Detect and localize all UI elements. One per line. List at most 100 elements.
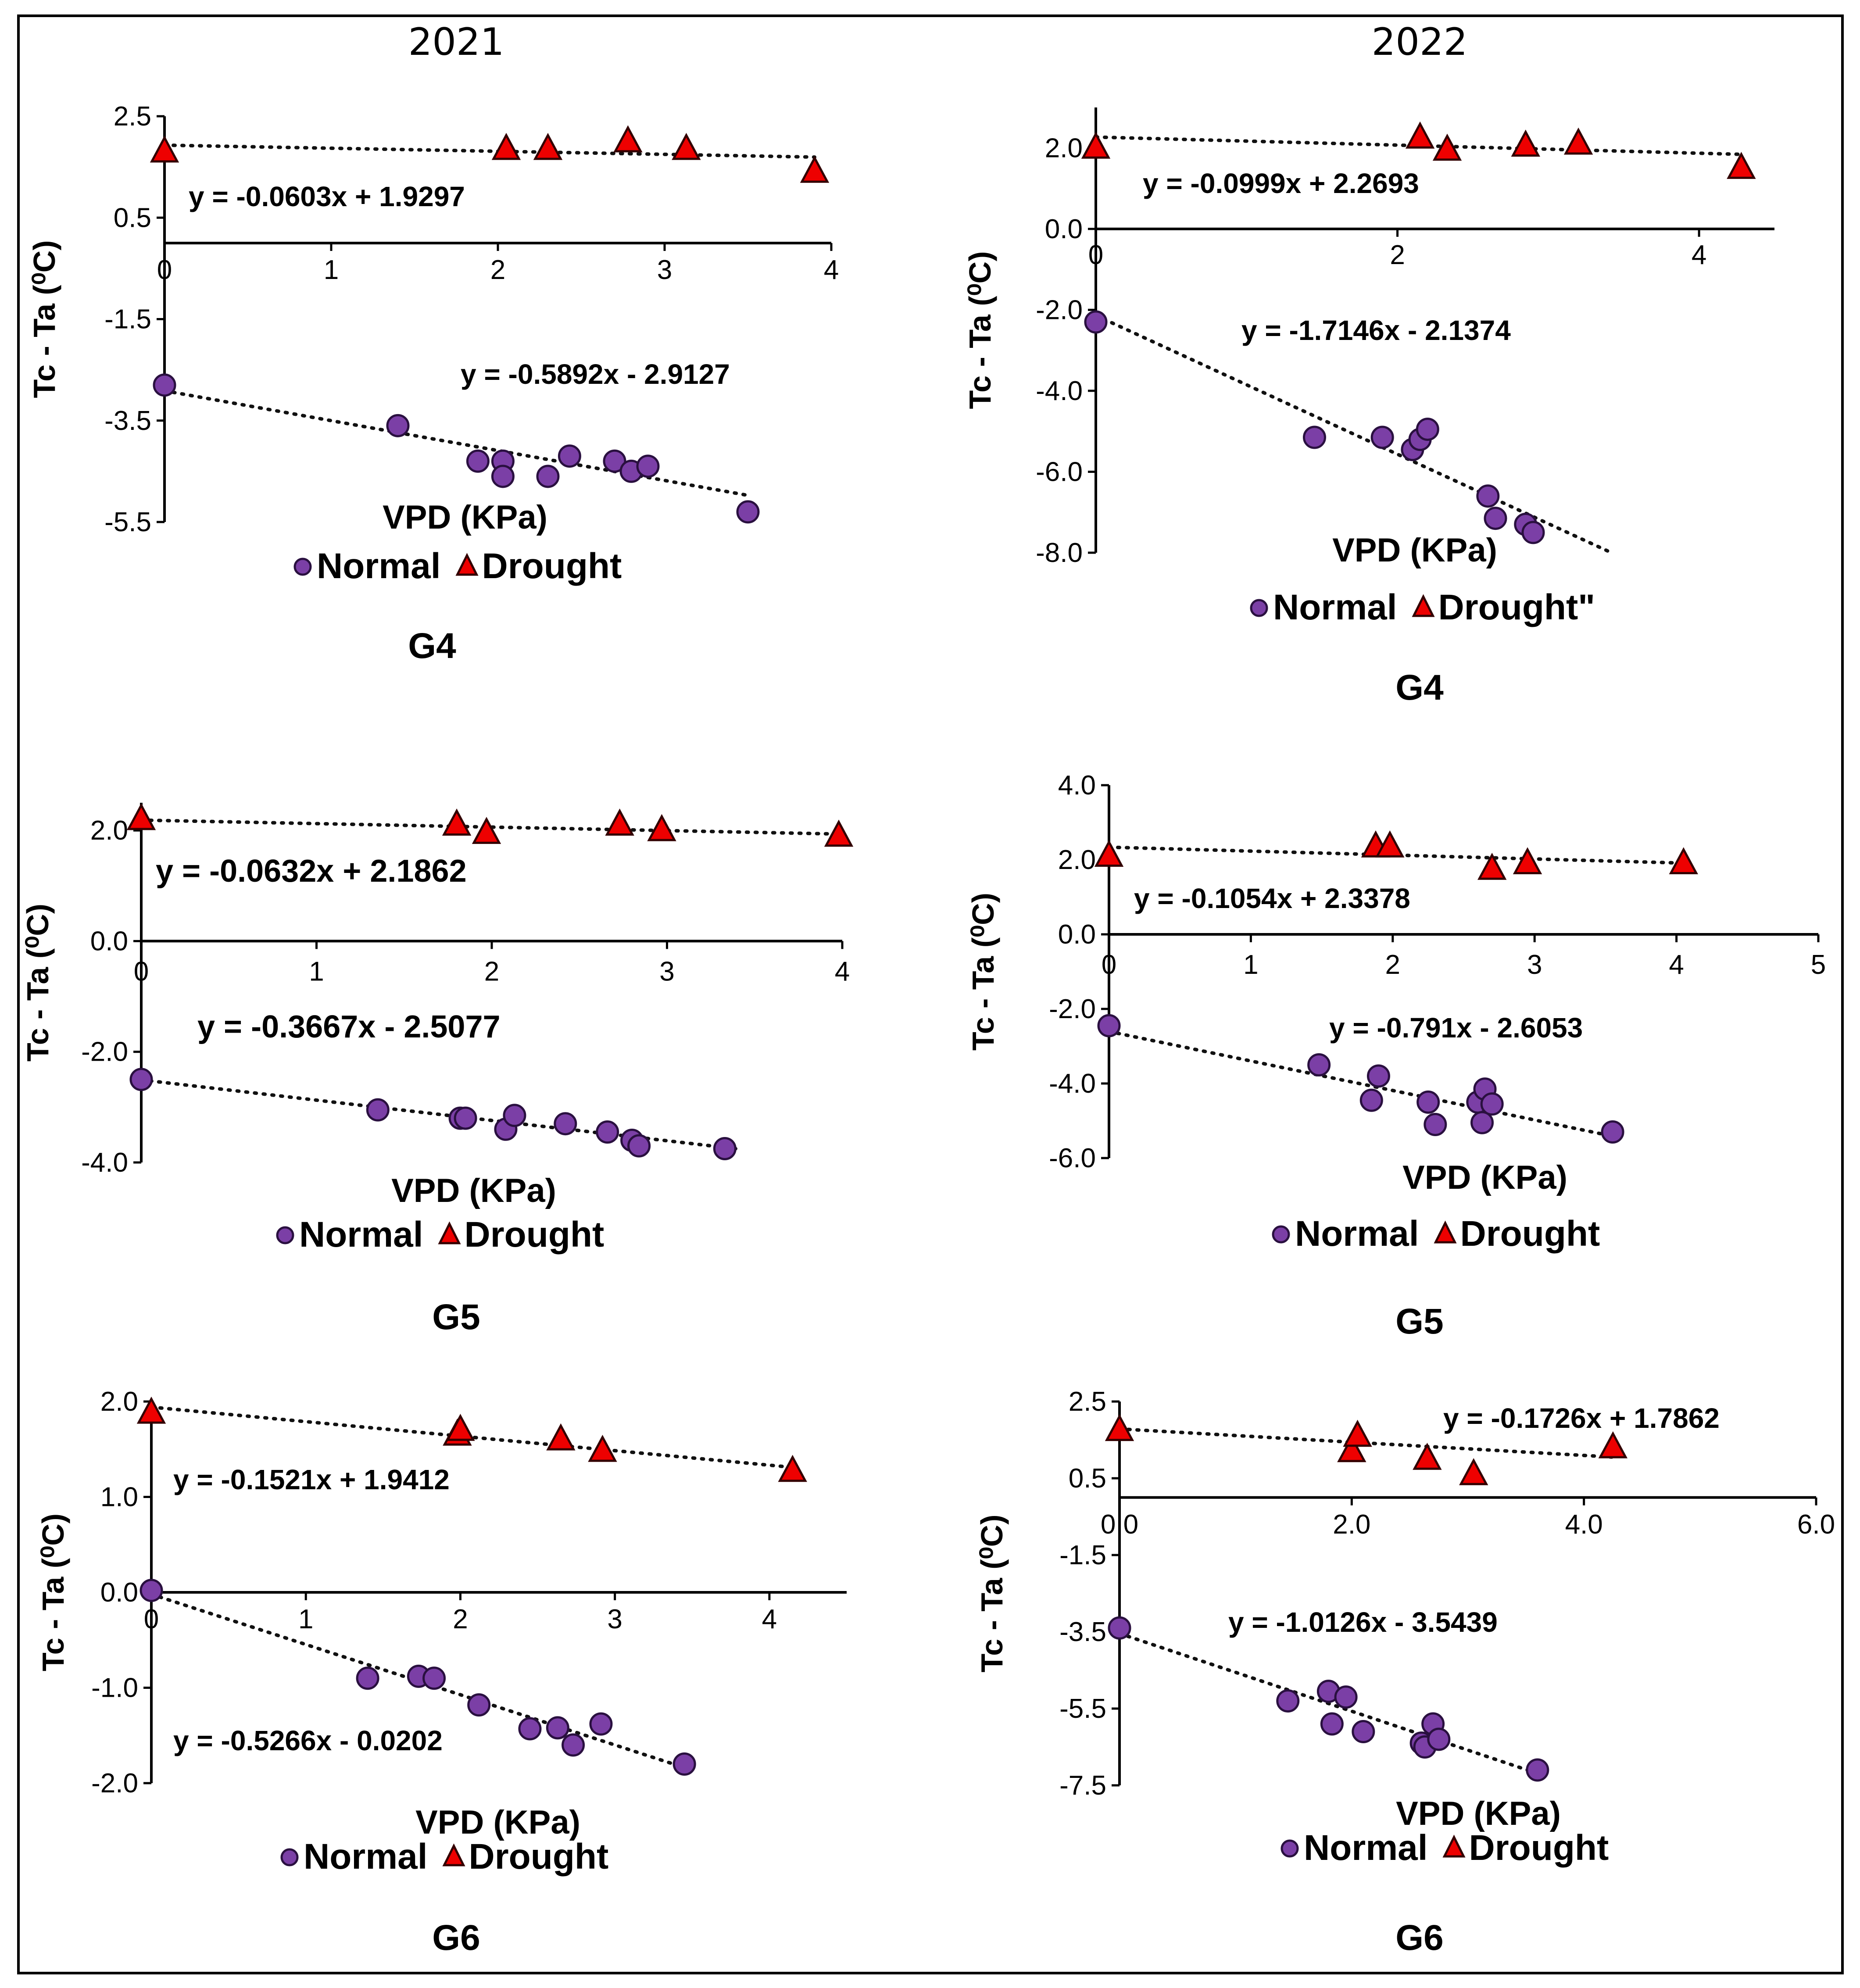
- x-tick-label: 2: [1390, 240, 1405, 270]
- x-tick-label: 6.0: [1797, 1509, 1835, 1540]
- x-tick-label: 4: [1692, 240, 1706, 270]
- point-normal: [1476, 484, 1500, 508]
- x-tick-label: 5: [1811, 950, 1826, 980]
- y-tick-label: 4.0: [1058, 770, 1096, 801]
- point-drought: [1413, 1442, 1442, 1470]
- point-drought: [647, 814, 676, 841]
- y-axis-label: Tc - Ta (⁰C): [21, 904, 55, 1062]
- point-drought: [446, 1413, 475, 1441]
- point-drought: [1432, 133, 1462, 161]
- y-axis-label: Tc - Ta (⁰C): [27, 240, 61, 398]
- x-axis-label: VPD (KPa): [1402, 1159, 1567, 1196]
- point-normal: [1359, 1088, 1383, 1112]
- y-tick-label: -6.0: [1049, 1143, 1096, 1173]
- y-tick-label: 0.5: [1069, 1463, 1106, 1494]
- legend-normal-marker: [280, 1848, 299, 1866]
- trendline-drought: [140, 818, 841, 836]
- point-normal: [1470, 1111, 1494, 1134]
- equation-drought: y = -0.1726x + 1.7862: [1443, 1402, 1720, 1434]
- point-normal: [713, 1137, 737, 1160]
- y-tick-label: -2.0: [1036, 295, 1083, 325]
- point-drought: [1081, 131, 1111, 159]
- legend-normal-label: Normal: [1295, 1214, 1419, 1254]
- legend-drought-marker: [442, 1843, 465, 1866]
- point-normal: [1427, 1727, 1451, 1751]
- x-tick-label: 0: [1102, 950, 1116, 980]
- y-axis-label: Tc - Ta (⁰C): [36, 1513, 70, 1671]
- point-drought: [1727, 152, 1756, 179]
- equation-drought: y = -0.1054x + 2.3378: [1134, 883, 1410, 914]
- point-normal: [1480, 1092, 1504, 1116]
- equation-normal: y = -1.0126x - 3.5439: [1228, 1606, 1498, 1638]
- trendline-drought: [1107, 845, 1685, 865]
- x-tick-label: 3: [1527, 950, 1542, 980]
- point-normal: [1366, 1064, 1390, 1088]
- chart-panel-g5-2021: 2.0 0.0 -2.0 -4.0 0 1 2 3 4 y = -0.0632x + 2.1862…: [21, 803, 854, 1337]
- point-normal: [422, 1666, 446, 1690]
- y-tick-label: -2.0: [1049, 994, 1096, 1024]
- point-drought: [1513, 847, 1542, 874]
- point-normal: [1320, 1712, 1344, 1736]
- x-tick-label: 4: [835, 956, 850, 987]
- point-drought: [472, 817, 501, 844]
- year-label-2021: 2021: [408, 20, 504, 64]
- y-tick-label: -4.0: [1049, 1069, 1096, 1099]
- legend: Normal Drought: [1281, 1828, 1609, 1868]
- trendline-normal: [1094, 314, 1610, 553]
- point-normal: [1084, 310, 1108, 334]
- y-tick-label: -6.0: [1036, 457, 1083, 487]
- point-normal: [1334, 1685, 1358, 1709]
- point-normal: [386, 414, 410, 437]
- point-drought: [778, 1455, 807, 1482]
- chart-panel-g4-2022: 2.0 0.0 -2.0 -4.0 -6.0 -8.0 0 2 4 y = -0.0999x + …: [963, 107, 1774, 708]
- y-tick-label: 0.5: [114, 203, 151, 233]
- legend: Normal Drought: [293, 546, 622, 586]
- point-drought: [1105, 1414, 1134, 1441]
- point-drought: [1375, 830, 1405, 858]
- y-tick-label: -4.0: [1036, 376, 1083, 406]
- point-normal: [1307, 1053, 1331, 1076]
- equation-drought: y = -0.0999x + 2.2693: [1143, 168, 1419, 199]
- point-normal: [558, 444, 581, 468]
- point-normal: [491, 465, 515, 488]
- trendline-normal: [1107, 1030, 1615, 1138]
- y-tick-label: 2.0: [1045, 133, 1083, 163]
- point-drought: [613, 125, 643, 153]
- point-drought: [126, 803, 156, 830]
- x-axis-label: VPD (KPa): [1332, 532, 1497, 569]
- point-drought: [442, 808, 472, 836]
- y-axis-label: Tc - Ta (⁰C): [966, 893, 1000, 1051]
- point-drought: [1343, 1419, 1372, 1447]
- legend: Normal Drought: [1272, 1214, 1600, 1254]
- legend-normal-marker: [276, 1226, 294, 1244]
- point-normal: [627, 1134, 651, 1158]
- genotype-label: G5: [432, 1297, 480, 1337]
- point-drought: [1669, 847, 1698, 874]
- x-tick-label: 1: [324, 255, 339, 285]
- point-drought: [1337, 1435, 1366, 1462]
- point-normal: [454, 1106, 477, 1130]
- legend-normal-label: Normal: [1273, 587, 1397, 627]
- point-normal: [736, 500, 760, 524]
- x-tick-label: 4.0: [1565, 1509, 1603, 1540]
- point-drought: [1405, 121, 1435, 149]
- equation-normal: y = -1.7146x - 2.1374: [1241, 315, 1511, 346]
- legend-drought-label: Drought: [482, 546, 622, 586]
- chart-panel-g5-2022: 4.0 2.0 0.0 -2.0 -4.0 -6.0 0 1 2 3 4 5 y = -0.1054x …: [966, 770, 1826, 1341]
- y-tick-label: -3.5: [1059, 1617, 1106, 1647]
- x-tick-label: 3: [607, 1604, 622, 1634]
- point-drought: [150, 135, 179, 163]
- point-normal: [1370, 425, 1394, 449]
- point-drought: [491, 132, 521, 160]
- x-tick-label: 3: [657, 255, 672, 285]
- legend-normal-label: Normal: [304, 1837, 428, 1877]
- point-drought: [1459, 1458, 1488, 1485]
- equation-drought: y = -0.1521x + 1.9412: [173, 1464, 450, 1495]
- legend-normal-marker: [293, 558, 312, 576]
- equation-normal: y = -0.5266x - 0.0202: [173, 1725, 443, 1756]
- point-normal: [589, 1712, 613, 1736]
- point-normal: [356, 1666, 379, 1690]
- legend-normal-label: Normal: [1304, 1828, 1428, 1868]
- legend-drought-label: Drought: [1469, 1828, 1609, 1868]
